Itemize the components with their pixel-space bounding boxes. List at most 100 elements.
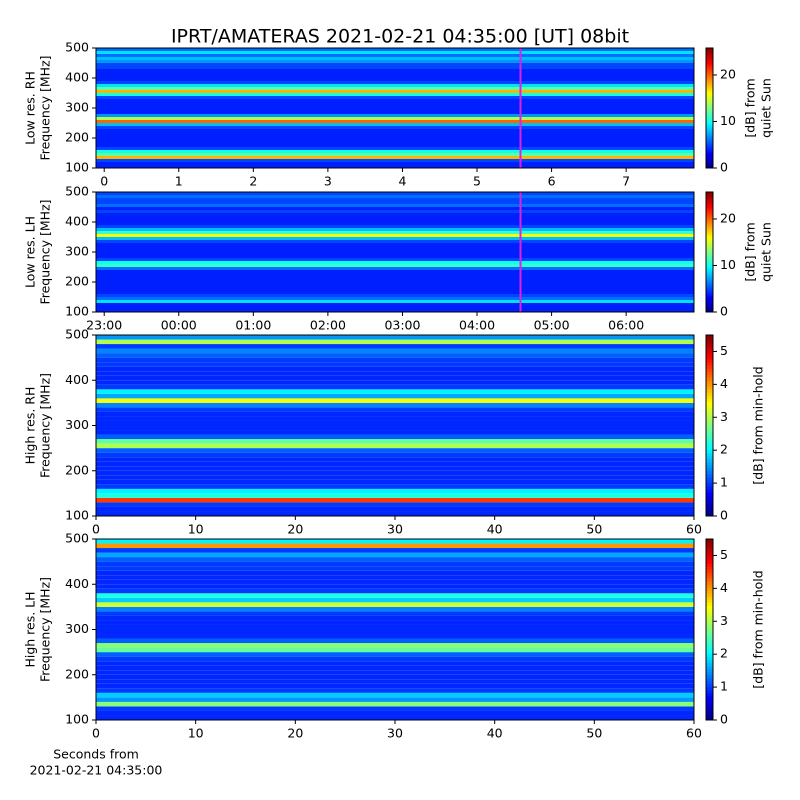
y-axis-label: Frequency [MHz] <box>38 55 53 160</box>
colorbar-segment <box>706 116 713 119</box>
colorbar-tick-label: 1 <box>720 679 728 694</box>
colorbar-tick-label: 5 <box>720 547 728 562</box>
colorbar-segment <box>706 404 713 408</box>
heat-cell <box>96 335 694 340</box>
heat-cell <box>96 261 694 264</box>
colorbar-segment <box>706 659 713 664</box>
colorbar-segment <box>706 250 713 253</box>
heat-cell <box>96 57 694 60</box>
colorbar-segment <box>706 156 713 159</box>
colorbar-segment <box>706 268 713 271</box>
colorbar-segment <box>706 467 713 472</box>
heat-cell <box>96 411 694 417</box>
x-tick-label: 0 <box>92 726 100 741</box>
colorbar-segment <box>706 662 713 667</box>
colorbar-segment <box>706 464 713 469</box>
heat-cell <box>96 159 694 162</box>
colorbar-segment <box>706 641 713 646</box>
colorbar-segment <box>706 581 713 585</box>
colorbar-segment <box>706 344 713 348</box>
heat-cell <box>96 126 694 129</box>
heat-cell <box>96 141 694 144</box>
colorbar-segment <box>706 126 713 129</box>
colorbar-label: quiet Sun <box>759 78 774 138</box>
colorbar-segment <box>706 98 713 101</box>
colorbar-segment <box>706 56 713 59</box>
heat-cell <box>96 240 694 243</box>
colorbar-tick-label: 20 <box>720 66 736 81</box>
colorbar-segment <box>706 48 713 51</box>
heat-cell <box>96 201 694 204</box>
colorbar-segment <box>706 431 713 436</box>
colorbar-segment <box>706 638 713 643</box>
colorbar-segment <box>706 204 713 207</box>
colorbar-segment <box>706 160 713 163</box>
heat-cell <box>96 624 694 630</box>
colorbar-segment <box>706 292 713 295</box>
colorbar-segment <box>706 425 713 430</box>
colorbar-segment <box>706 112 713 115</box>
colorbar-segment <box>706 296 713 299</box>
colorbar-segment <box>706 704 713 709</box>
heat-cell <box>96 674 694 680</box>
colorbar-tick-label: 2 <box>720 442 728 457</box>
colorbar-segment <box>706 422 713 426</box>
heat-cell <box>96 252 694 255</box>
heat-cell <box>96 710 694 716</box>
colorbar-segment <box>706 482 713 487</box>
colorbar-segment <box>706 140 713 143</box>
colorbar-segment <box>706 226 713 229</box>
heat-cell <box>96 479 694 485</box>
x-tick-label: 3 <box>324 174 332 189</box>
colorbar-segment <box>706 158 713 161</box>
colorbar-segment <box>706 632 713 637</box>
heat-cell <box>96 380 694 385</box>
heat-cell <box>96 638 694 644</box>
colorbar-tick-label: 0 <box>720 160 728 175</box>
heat-cell <box>96 258 694 261</box>
colorbar-segment <box>706 428 713 433</box>
heat-cell <box>96 72 694 75</box>
colorbar-frame <box>705 47 714 169</box>
colorbar-segment <box>706 92 713 95</box>
colorbar-segment <box>706 136 713 139</box>
colorbar-segment <box>706 371 713 375</box>
colorbar-segment <box>706 262 713 265</box>
colorbar-segment <box>706 52 713 55</box>
x-tick-label: 05:00 <box>534 318 570 333</box>
colorbar-segment <box>706 120 713 123</box>
colorbar-segment <box>706 584 713 588</box>
colorbar-segment <box>706 78 713 81</box>
y-tick-label: 500 <box>65 327 89 342</box>
heat-cell <box>96 306 694 309</box>
heat-cell <box>96 108 694 111</box>
colorbar-segment <box>706 653 713 658</box>
heat-cell <box>96 192 694 195</box>
heat-cell <box>96 207 694 210</box>
heat-cell <box>96 150 694 153</box>
heat-cell <box>96 643 694 648</box>
colorbar-segment <box>706 494 713 499</box>
colorbar-segment <box>706 473 713 478</box>
colorbar-segment <box>706 437 713 442</box>
heat-cell <box>96 309 694 312</box>
heat-cell <box>96 99 694 102</box>
heat-cell <box>96 470 694 476</box>
colorbar-segment <box>706 194 713 197</box>
heat-cell <box>96 665 694 671</box>
heat-cell <box>96 300 694 303</box>
colorbar-segment <box>706 198 713 201</box>
heat-cell <box>96 620 694 625</box>
heat-cell <box>96 606 694 612</box>
colorbar-segment <box>706 62 713 65</box>
y-tick-label: 400 <box>65 576 89 591</box>
heat-cell <box>96 90 694 93</box>
colorbar-segment <box>706 485 713 490</box>
heat-cell <box>96 430 694 435</box>
heat-cell <box>96 615 694 621</box>
x-tick-label: 06:00 <box>608 318 644 333</box>
heat-cell <box>96 144 694 147</box>
colorbar-segment <box>706 88 713 91</box>
heat-cell <box>96 371 694 376</box>
y-tick-label: 100 <box>65 304 89 319</box>
